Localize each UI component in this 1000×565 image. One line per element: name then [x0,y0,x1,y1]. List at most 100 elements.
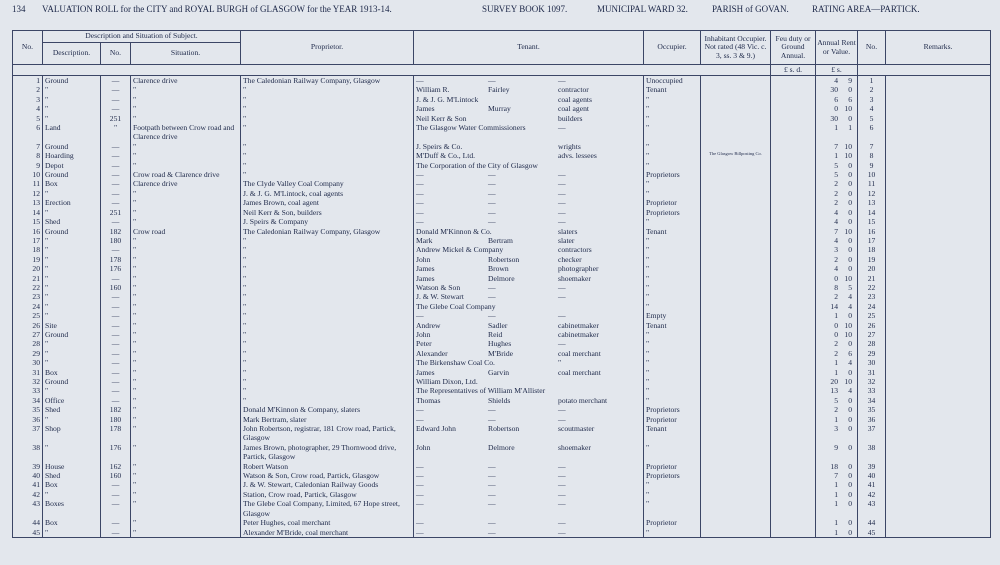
situation: Clarence drive [129,75,242,86]
rent-pounds: 4 [834,76,839,85]
house-number: — [100,367,131,377]
remarks [885,320,992,330]
tenant: The Representatives of William M'Alliste… [413,386,645,396]
inhabitant-occupier [700,245,772,255]
tenant: — — — [413,405,645,415]
house-number: — [100,188,131,199]
row-number-right: 43 [857,499,887,519]
occupier: " [643,179,702,189]
rent-pounds: 18 [830,461,839,471]
occupier: Proprietors [643,170,702,180]
annual-rent: 20 10 [815,377,859,387]
row-number: 10 [12,170,43,180]
occupier: " [643,339,702,349]
row-number-right: 18 [857,245,887,255]
remarks [885,75,992,86]
row-number: 18 [12,245,43,255]
header: No. [100,42,131,65]
proprietor: " [240,123,415,142]
rent-pounds: 1 [834,311,839,321]
rent-pounds: 5 [834,395,839,405]
house-number: — [100,358,131,368]
occupier: Proprietor [643,198,702,208]
annual-rent: 0 10 [815,329,859,340]
row-number-right: 38 [857,442,887,462]
row: 22 " 160 " " Watson & Son — — " 8 5 22 [12,282,992,293]
feu-duty [770,489,817,500]
tenant-part: — [416,527,424,537]
table-body: 1 Ground — Clarence drive The Caledonian Rai… [12,75,992,538]
tenant-part: — [488,527,496,537]
remarks [885,527,992,538]
tenant-part: James [416,264,435,274]
feu-duty [770,292,817,302]
row: 9 Depot — " " The Corporation of the City of … [12,160,992,171]
house-number: — [100,273,131,283]
tenant-part: Reid [488,329,503,339]
situation: " [129,320,242,330]
tenant: — — — [413,311,645,321]
rent-shillings: 0 [848,499,853,509]
row: 26 Site — " " Andrew Sadler cabinetmaker Tenant 0… [12,320,992,330]
inhabitant-occupier [700,499,772,519]
occupier: " [643,217,702,227]
tenant-part: Alexander [416,348,448,358]
tenant: M'Duff & Co., Ltd. advs. lessees [413,151,645,161]
situation: " [129,254,242,265]
survey: SURVEY BOOK 1097. [482,4,568,14]
rent-shillings: 4 [848,386,853,396]
row-number-right: 11 [857,179,887,189]
tenant-part: — [416,311,424,321]
description: " [42,348,101,359]
inhabitant-occupier [700,348,772,359]
ward: MUNICIPAL WARD 32. [597,4,688,14]
occupier: " [643,141,702,152]
rent-pounds: 7 [834,471,839,481]
remarks [885,179,992,189]
tenant-part: — [488,292,496,302]
house-number: 251 [100,113,131,124]
rent-shillings: 10 [844,329,853,339]
row-number: 4 [12,104,43,114]
row-number: 25 [12,311,43,321]
situation: " [129,113,242,124]
tenant-part: contractors [558,245,592,255]
proprietor: Neil Kerr & Son, builders [240,207,415,218]
tenant: Thomas Shields potato merchant [413,395,645,406]
feu-duty [770,151,817,161]
inhabitant-occupier [700,301,772,312]
description: " [42,489,101,500]
tenant-part: — [558,282,566,292]
feu-duty [770,395,817,406]
remarks [885,489,992,500]
tenant: Watson & Son — — [413,282,645,293]
row-number-right: 36 [857,414,887,425]
rent-shillings: 0 [848,489,853,499]
rent-pounds: 4 [834,207,839,217]
feu-duty [770,329,817,340]
description: " [42,207,101,218]
row: 25 " — " " — — — Empty 1 0 25 [12,311,992,321]
inhabitant-occupier [700,123,772,142]
proprietor: Watson & Son, Crow road, Partick, Glasgo… [240,471,415,481]
description: " [42,442,101,462]
row-number-right: 33 [857,386,887,396]
occupier: " [643,160,702,171]
feu-duty [770,311,817,321]
rent-shillings: 10 [844,273,853,283]
description: " [42,104,101,114]
feu-duty [770,358,817,368]
row-number: 34 [12,395,43,406]
row-number-right: 32 [857,377,887,387]
tenant-part: — [558,170,566,180]
annual-rent: 18 0 [815,461,859,472]
rent-pounds: 1 [834,123,839,133]
occupier: " [643,151,702,161]
tenant-part: coal merchant [558,348,601,358]
tenant: — — — [413,461,645,472]
rent-pounds: 7 [834,141,839,151]
